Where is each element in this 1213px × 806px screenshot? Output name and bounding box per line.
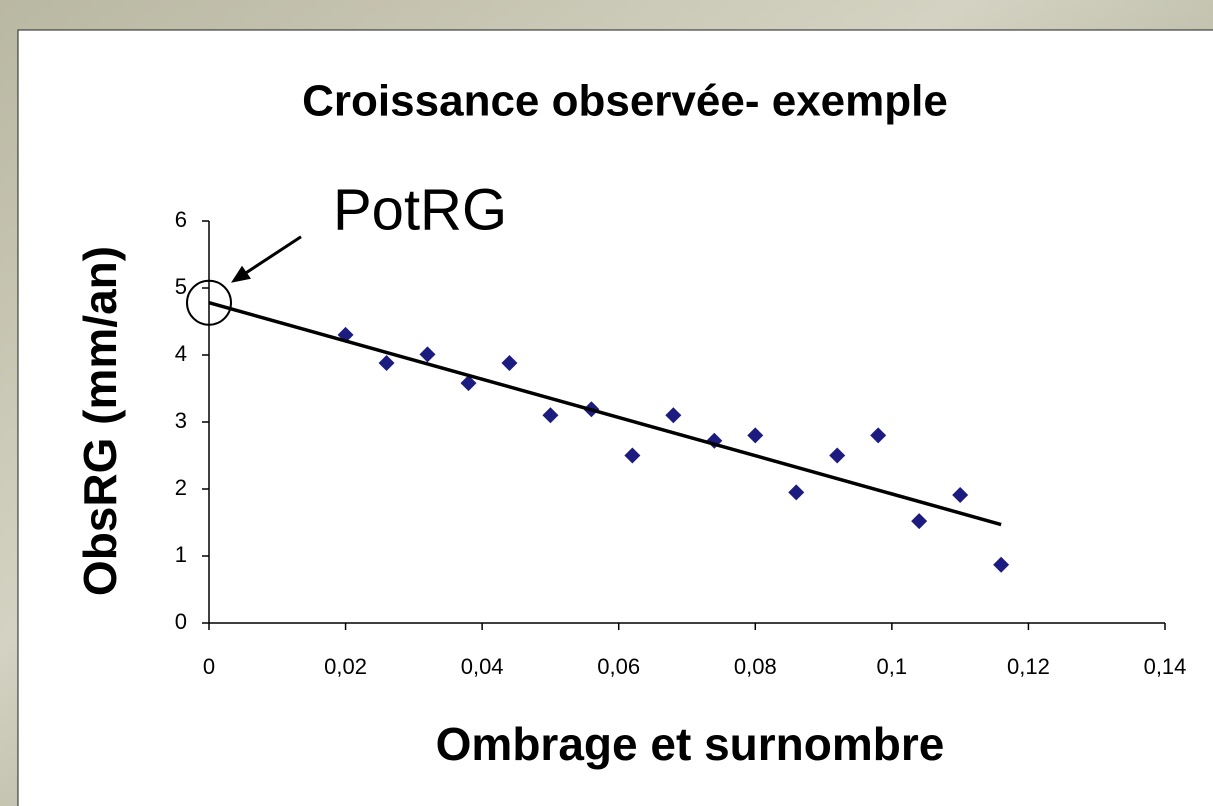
data-point (952, 487, 969, 504)
x-axis-label: Ombrage et surnombre (436, 718, 945, 770)
annotation: PotRG (333, 177, 507, 242)
data-point (870, 427, 887, 444)
chart-title: Croissance observée- exemple (302, 77, 948, 126)
trend-line (208, 301, 1002, 527)
data-point (993, 556, 1010, 573)
annotation-circle (186, 279, 232, 326)
data-point (460, 375, 477, 392)
y-tick-label: 1 (175, 542, 187, 567)
x-tick-label: 0,08 (734, 654, 777, 679)
data-point (378, 355, 395, 372)
annotation-arrow (236, 235, 302, 280)
y-tick-label: 5 (175, 274, 187, 299)
y-tick-label: 0 (175, 609, 187, 634)
y-axis-label: ObsRG (mm/an) (74, 246, 126, 596)
data-point (501, 355, 518, 372)
y-tick-label: 2 (175, 475, 187, 500)
x-tick-label: 0 (203, 654, 215, 679)
data-point (747, 427, 764, 444)
x-tick-label: 0,04 (461, 654, 504, 679)
x-tick-label: 0,02 (324, 654, 367, 679)
x-tick-label: 0,14 (1144, 654, 1187, 679)
x-tick-label: 0,12 (1007, 654, 1050, 679)
x-tick-label: 0,06 (597, 654, 640, 679)
data-point (542, 407, 559, 424)
data-point (829, 447, 846, 464)
x-tick-label: 0,1 (877, 654, 908, 679)
y-tick-label: 6 (175, 207, 187, 232)
y-tick-label: 3 (175, 408, 187, 433)
data-point (788, 484, 805, 501)
data-point (419, 346, 436, 363)
data-point (665, 407, 682, 424)
data-point (624, 447, 641, 464)
y-tick-label: 4 (175, 341, 187, 366)
data-point (911, 513, 928, 530)
annotation-arrowhead (231, 265, 251, 283)
